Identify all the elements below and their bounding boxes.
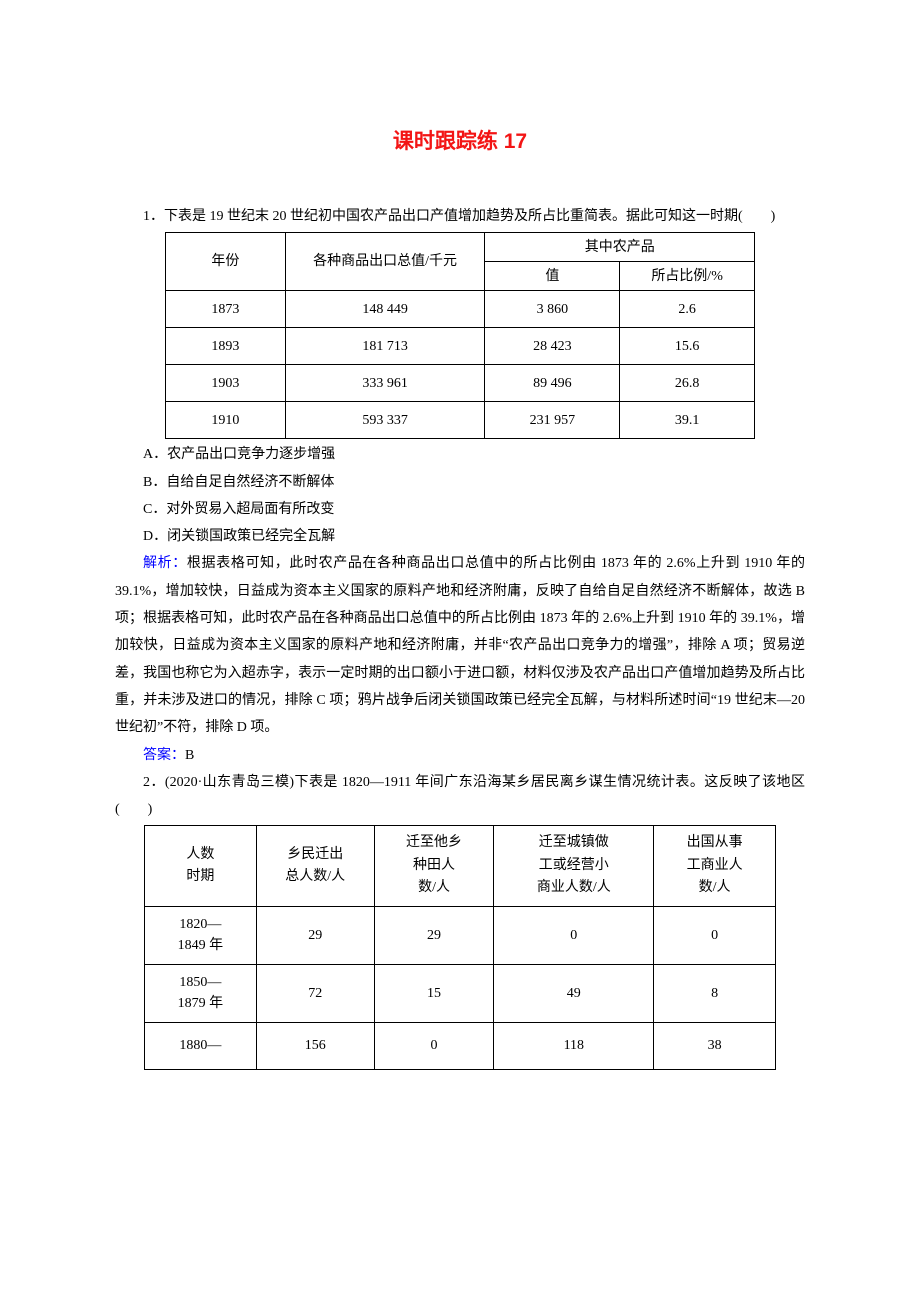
cell: 1903 <box>166 365 286 402</box>
q1-stem: 1．下表是 19 世纪末 20 世纪初中国农产品出口产值增加趋势及所占比重简表。… <box>115 203 805 230</box>
col-total: 各种商品出口总值/千元 <box>285 233 485 291</box>
q1-table: 年份 各种商品出口总值/千元 其中农产品 值 所占比例/% 1873 148 4… <box>165 232 755 439</box>
col-farm: 迁至他乡 种田人 数/人 <box>374 826 494 906</box>
cell: 29 <box>256 906 374 964</box>
q2-stem: 2．(2020·山东青岛三模)下表是 1820—1911 年间广东沿海某乡居民离… <box>115 769 805 824</box>
table-row: 1903 333 961 89 496 26.8 <box>166 365 755 402</box>
table-row: 1893 181 713 28 423 15.6 <box>166 328 755 365</box>
cell: 1873 <box>166 291 286 328</box>
cell-period: 1880— <box>145 1022 257 1069</box>
cell: 38 <box>654 1022 776 1069</box>
explain-text: 根据表格可知，此时农产品在各种商品出口总值中的所占比例由 1873 年的 2.6… <box>115 556 805 735</box>
cell: 0 <box>494 906 654 964</box>
cell: 593 337 <box>285 402 485 439</box>
cell: 231 957 <box>485 402 620 439</box>
q1-answer: 答案：B <box>115 742 805 769</box>
cell: 15.6 <box>620 328 755 365</box>
table-row: 1820— 1849 年 29 29 0 0 <box>145 906 776 964</box>
h: 时期 <box>145 866 256 888</box>
cell: 148 449 <box>285 291 485 328</box>
cell: 181 713 <box>285 328 485 365</box>
q1-explanation: 解析：根据表格可知，此时农产品在各种商品出口总值中的所占比例由 1873 年的 … <box>115 550 805 741</box>
cell: 28 423 <box>485 328 620 365</box>
col-value: 值 <box>485 262 620 291</box>
col-pct: 所占比例/% <box>620 262 755 291</box>
page: 课时跟踪练 17 1．下表是 19 世纪末 20 世纪初中国农产品出口产值增加趋… <box>0 0 920 1112</box>
cell-period: 1820— 1849 年 <box>145 906 257 964</box>
cell: 49 <box>494 964 654 1022</box>
h: 数/人 <box>654 877 775 899</box>
h: 迁至他乡 <box>375 832 494 854</box>
explain-label: 解析： <box>143 556 187 571</box>
cell: 39.1 <box>620 402 755 439</box>
cell: 118 <box>494 1022 654 1069</box>
cell: 8 <box>654 964 776 1022</box>
q1-option-c: C．对外贸易入超局面有所改变 <box>115 496 805 523</box>
page-title: 课时跟踪练 17 <box>115 125 805 155</box>
col-agri: 其中农产品 <box>485 233 755 262</box>
h: 乡民迁出 <box>257 844 374 866</box>
cell: 1910 <box>166 402 286 439</box>
h: 出国从事 <box>654 832 775 854</box>
h: 商业人数/人 <box>494 877 653 899</box>
cell: 0 <box>654 906 776 964</box>
h: 总人数/人 <box>257 866 374 888</box>
cell: 333 961 <box>285 365 485 402</box>
cell: 0 <box>374 1022 494 1069</box>
h: 人数 <box>145 844 256 866</box>
p: 1820— <box>145 914 256 935</box>
cell: 26.8 <box>620 365 755 402</box>
col-total-out: 乡民迁出 总人数/人 <box>256 826 374 906</box>
table-header-row: 人数 时期 乡民迁出 总人数/人 迁至他乡 种田人 数/人 迁至城镇 <box>145 826 776 906</box>
q1-option-b: B．自给自足自然经济不断解体 <box>115 469 805 496</box>
p: 1849 年 <box>145 935 256 956</box>
answer-text: B <box>185 748 194 763</box>
q1-option-d: D．闭关锁国政策已经完全瓦解 <box>115 523 805 550</box>
cell: 15 <box>374 964 494 1022</box>
h: 工或经营小 <box>494 855 653 877</box>
table-header-row: 年份 各种商品出口总值/千元 其中农产品 <box>166 233 755 262</box>
cell: 72 <box>256 964 374 1022</box>
p: 1879 年 <box>145 993 256 1014</box>
q1-option-a: A．农产品出口竞争力逐步增强 <box>115 441 805 468</box>
answer-label: 答案： <box>143 748 185 763</box>
col-town: 迁至城镇做 工或经营小 商业人数/人 <box>494 826 654 906</box>
cell: 2.6 <box>620 291 755 328</box>
h: 工商业人 <box>654 855 775 877</box>
cell: 1893 <box>166 328 286 365</box>
col-year: 年份 <box>166 233 286 291</box>
h: 迁至城镇做 <box>494 832 653 854</box>
p: 1880— <box>145 1035 256 1056</box>
q2-table: 人数 时期 乡民迁出 总人数/人 迁至他乡 种田人 数/人 迁至城镇 <box>144 825 776 1069</box>
h: 种田人 <box>375 855 494 877</box>
table-row: 1850— 1879 年 72 15 49 8 <box>145 964 776 1022</box>
col-abroad: 出国从事 工商业人 数/人 <box>654 826 776 906</box>
table-row: 1910 593 337 231 957 39.1 <box>166 402 755 439</box>
cell: 3 860 <box>485 291 620 328</box>
cell-period: 1850— 1879 年 <box>145 964 257 1022</box>
cell: 29 <box>374 906 494 964</box>
h: 数/人 <box>375 877 494 899</box>
p: 1850— <box>145 972 256 993</box>
col-period: 人数 时期 <box>145 826 257 906</box>
cell: 89 496 <box>485 365 620 402</box>
table-row: 1880— 156 0 118 38 <box>145 1022 776 1069</box>
cell: 156 <box>256 1022 374 1069</box>
table-row: 1873 148 449 3 860 2.6 <box>166 291 755 328</box>
